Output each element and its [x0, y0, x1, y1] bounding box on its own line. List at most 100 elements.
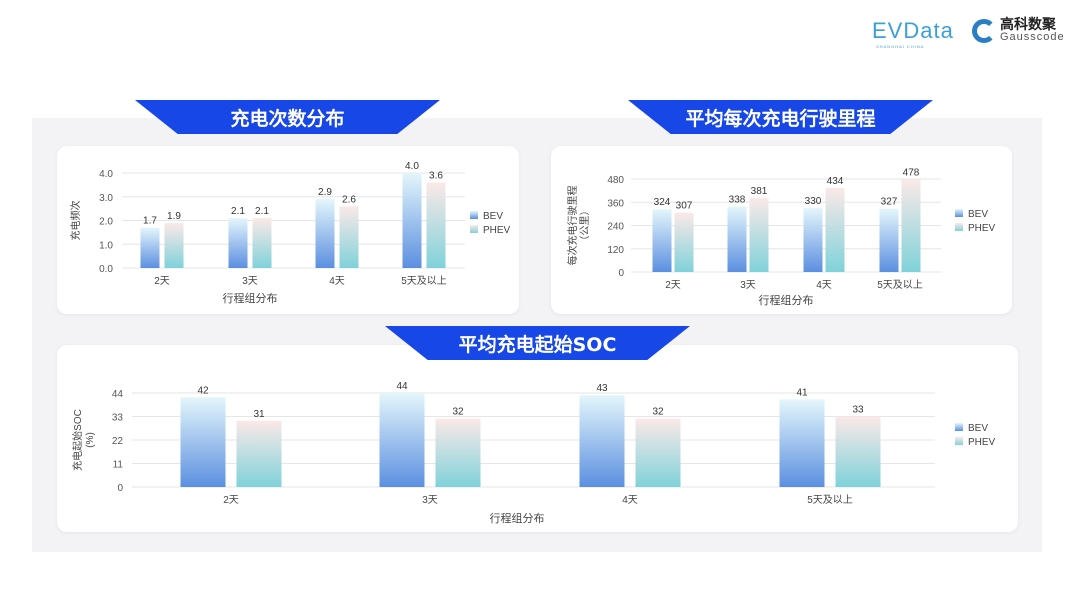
- x-tick-label: 4天: [622, 495, 638, 506]
- bar-bev: [228, 218, 248, 268]
- bar-phev: [252, 218, 272, 268]
- value-label: 31: [253, 409, 265, 420]
- legend-swatch-bev: [955, 209, 963, 217]
- value-label: 330: [805, 196, 822, 207]
- x-tick-label: 2天: [154, 276, 170, 287]
- gausscode-mark-icon: [972, 18, 996, 43]
- bar-phev: [339, 206, 359, 268]
- bar-phev: [435, 418, 481, 487]
- legend-swatch-phev: [955, 437, 963, 445]
- value-label: 33: [852, 405, 864, 416]
- x-tick-label: 3天: [740, 280, 756, 291]
- bar-phev: [835, 416, 881, 487]
- value-label: 327: [881, 197, 898, 208]
- y-tick-label: 0: [618, 268, 624, 279]
- chart-card-frequency: 0.0 1.0 2.0 3.0 4.0 充电频次 2天 1.7 1.9 3天 2.1 2.1 4天 2.9…: [57, 146, 519, 314]
- value-label: 2.9: [318, 187, 332, 198]
- x-tick-label: 5天及以上: [401, 275, 447, 287]
- y-tick-label: 3.0: [99, 193, 113, 204]
- bar-bev: [402, 173, 422, 268]
- legend-label-bev: BEV: [968, 209, 988, 220]
- y-tick-label: 2.0: [99, 217, 113, 228]
- value-label: 3.6: [429, 171, 443, 182]
- bar-bev: [727, 206, 747, 272]
- bar-bev: [579, 395, 625, 487]
- legend-swatch-phev: [470, 225, 478, 233]
- x-tick-label: 5天及以上: [807, 494, 853, 506]
- x-tick-label: 2天: [223, 495, 239, 506]
- legend-label-bev: BEV: [968, 423, 988, 434]
- value-label: 4.0: [405, 161, 419, 172]
- legend-label-phev: PHEV: [968, 223, 996, 234]
- y-tick-label: 360: [607, 198, 624, 209]
- x-tick-label: 3天: [242, 276, 258, 287]
- bar-phev: [164, 222, 184, 268]
- y-tick-label: 0: [117, 483, 123, 494]
- gausscode-en: Gausscode: [1000, 31, 1065, 43]
- y-tick-label: 4.0: [99, 169, 113, 180]
- bar-phev: [236, 420, 282, 487]
- value-label: 434: [827, 176, 844, 187]
- evdata-logo-text: EVData: [872, 18, 954, 43]
- legend-swatch-bev: [470, 211, 478, 219]
- bar-phev: [825, 187, 845, 272]
- evdata-logo: EVData SHANGHAI CHINA: [872, 18, 954, 49]
- value-label: 478: [903, 167, 920, 178]
- y-tick-label: 120: [607, 245, 624, 256]
- value-label: 1.7: [143, 216, 157, 227]
- banner-frequency: 充电次数分布: [135, 100, 440, 134]
- value-label: 41: [796, 387, 808, 398]
- legend-swatch-bev: [955, 423, 963, 431]
- x-axis-label: 行程组分布: [490, 511, 545, 525]
- banner-soc: 平均充电起始SOC: [385, 326, 690, 360]
- x-tick-label: 4天: [816, 280, 832, 291]
- bar-phev: [635, 418, 681, 487]
- y-tick-label: 33: [112, 413, 124, 424]
- evdata-logo-sub: SHANGHAI CHINA: [876, 44, 925, 49]
- bar-bev: [379, 393, 425, 487]
- value-label: 381: [751, 186, 768, 197]
- value-label: 32: [452, 407, 464, 418]
- bar-phev: [426, 182, 446, 268]
- chart-svg: 0.0 1.0 2.0 3.0 4.0 充电频次 2天 1.7 1.9 3天 2.1 2.1 4天 2.9…: [69, 161, 511, 305]
- y-tick-label: 11: [113, 460, 124, 471]
- legend-label-phev: PHEV: [483, 225, 511, 236]
- x-axis-label: 行程组分布: [759, 293, 814, 307]
- value-label: 307: [676, 201, 693, 212]
- value-label: 2.1: [255, 206, 269, 217]
- value-label: 42: [197, 385, 209, 396]
- y-tick-label: 240: [607, 222, 624, 233]
- bar-phev: [674, 212, 694, 272]
- bar-bev: [879, 208, 899, 272]
- value-label: 324: [654, 197, 671, 208]
- bar-bev: [140, 227, 160, 268]
- value-label: 338: [729, 195, 746, 206]
- x-tick-label: 4天: [329, 276, 345, 287]
- value-label: 1.9: [167, 211, 181, 222]
- bar-bev: [315, 199, 335, 268]
- x-axis-label: 行程组分布: [223, 291, 278, 305]
- legend-label-phev: PHEV: [968, 437, 996, 448]
- gausscode-cn: 高科数聚: [1000, 17, 1056, 33]
- chart-svg: 0 120 240 360 480 每次充电行驶里程 （公里） 2天 324 307 3天 338 38…: [566, 167, 996, 307]
- x-tick-label: 2天: [665, 280, 681, 291]
- x-tick-label: 3天: [422, 495, 438, 506]
- gausscode-logo: 高科数聚 Gausscode: [972, 18, 1065, 43]
- y-tick-label: 1.0: [99, 240, 113, 251]
- chart-card-mileage: 0 120 240 360 480 每次充电行驶里程 （公里） 2天 324 307 3天 338 38…: [551, 146, 1012, 314]
- bar-bev: [803, 208, 823, 272]
- y-tick-label: 44: [112, 389, 124, 400]
- bar-bev: [180, 397, 226, 487]
- bar-bev: [779, 399, 825, 487]
- bar-phev: [749, 198, 769, 272]
- banner-mileage: 平均每次充电行驶里程: [628, 100, 933, 134]
- y-tick-label: 480: [607, 175, 624, 186]
- value-label: 2.1: [231, 206, 245, 217]
- value-label: 32: [652, 407, 664, 418]
- value-label: 44: [396, 381, 408, 392]
- y-axis-label-unit: （公里）: [579, 206, 591, 246]
- value-label: 43: [596, 383, 608, 394]
- x-tick-label: 5天及以上: [877, 279, 923, 291]
- y-axis-label: 充电起始SOC: [71, 409, 84, 471]
- legend-swatch-phev: [955, 223, 963, 231]
